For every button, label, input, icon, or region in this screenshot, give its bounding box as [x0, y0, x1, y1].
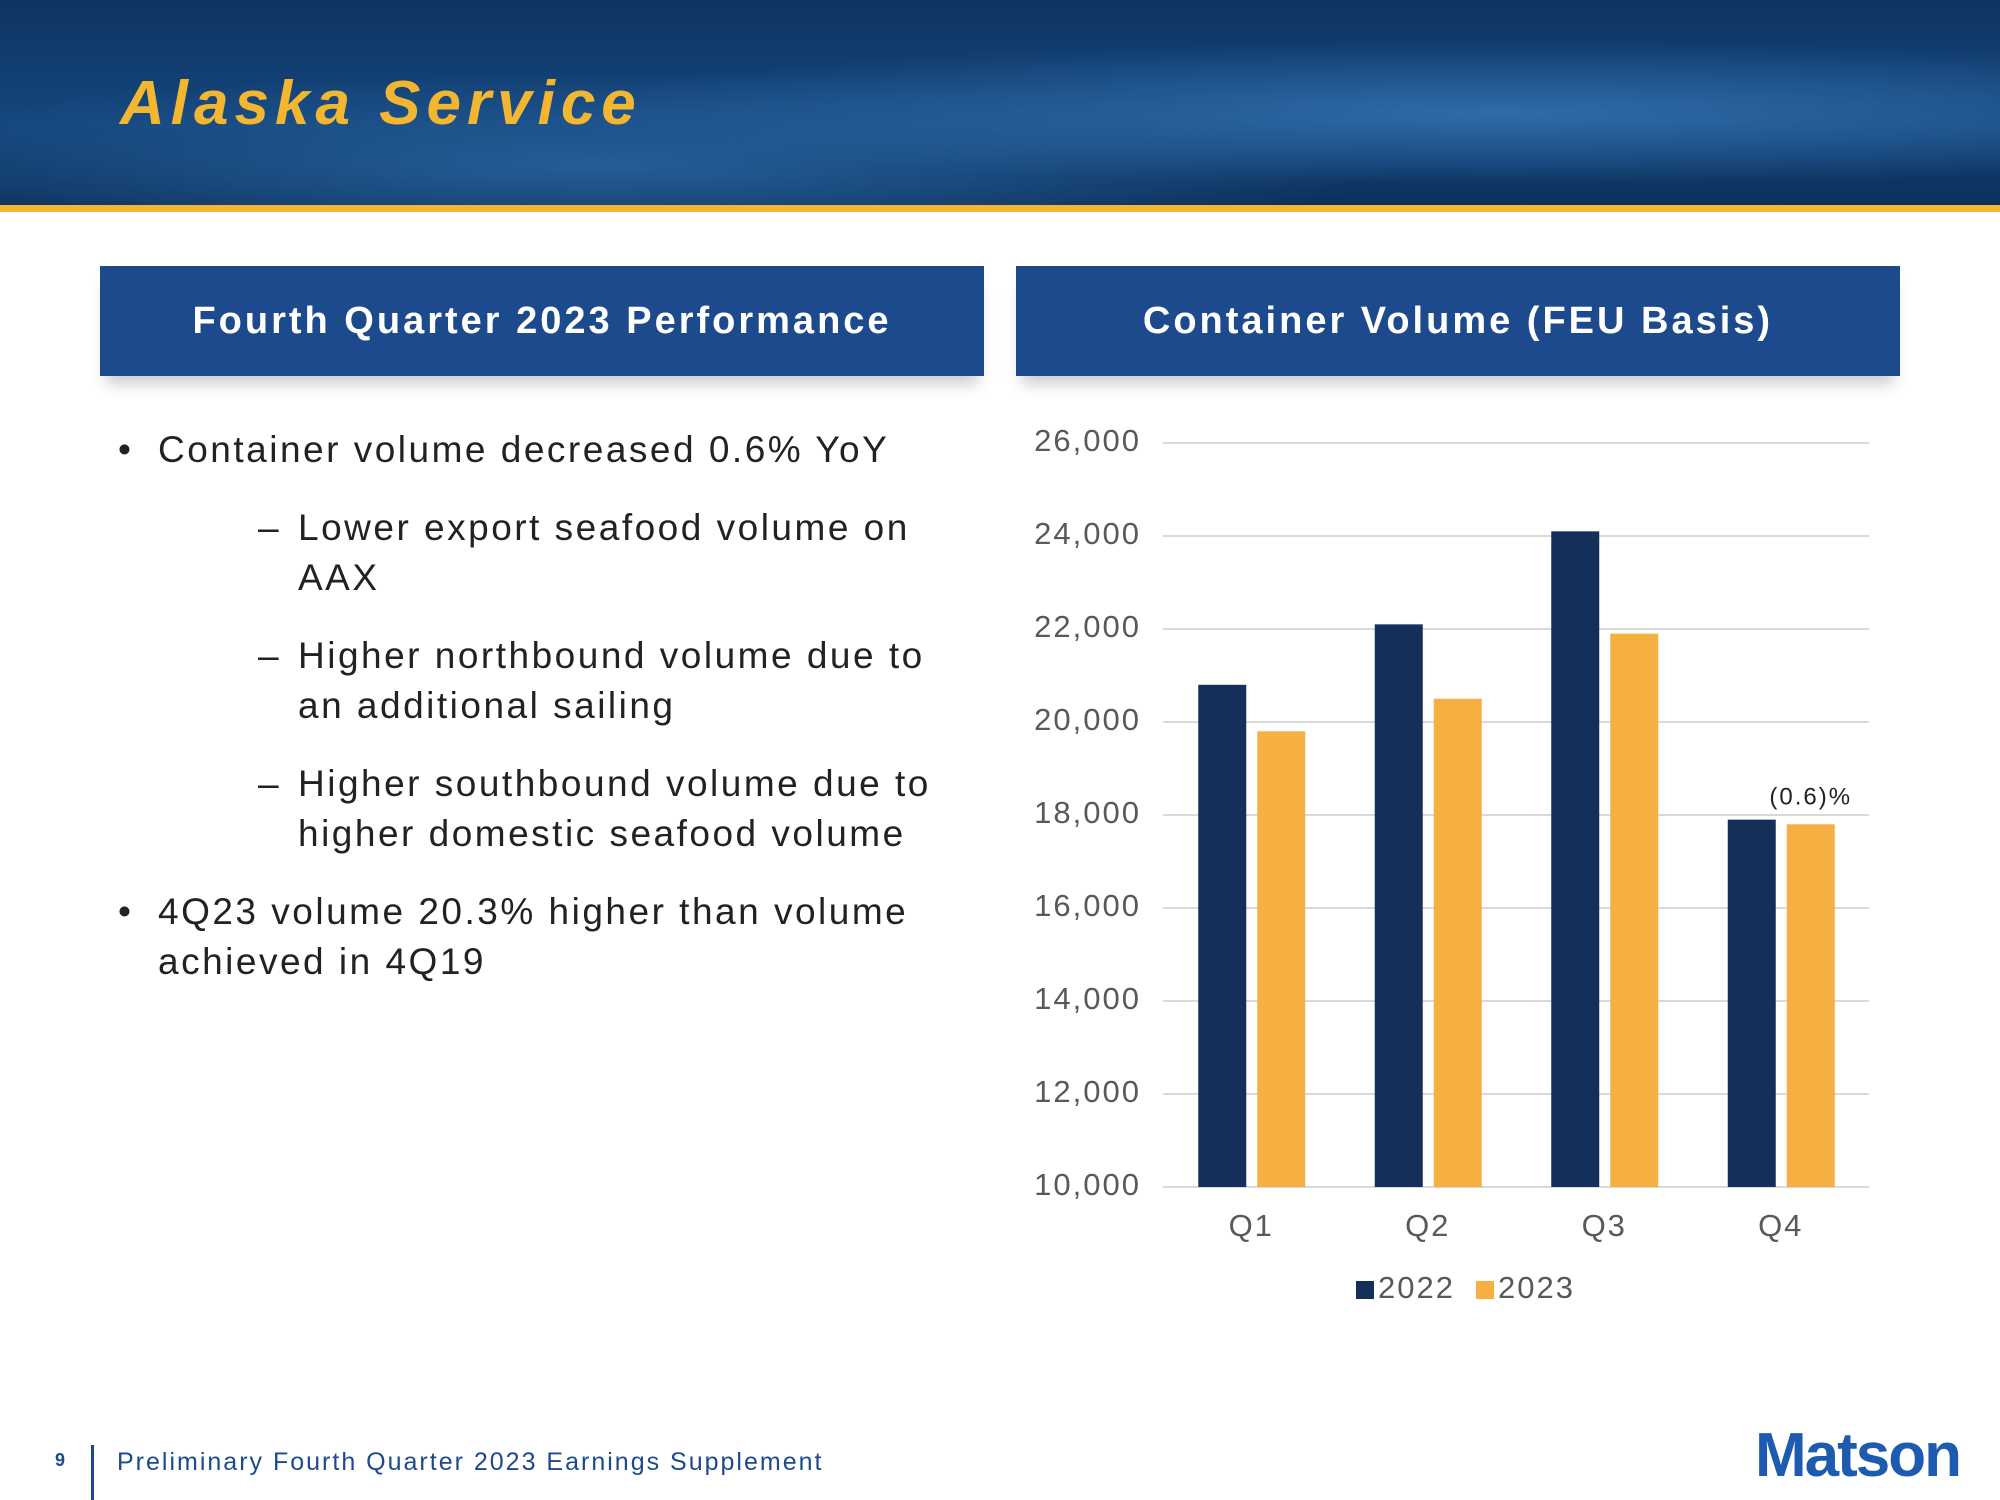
y-tick-label: 20,000	[1034, 702, 1141, 737]
bar	[1551, 531, 1600, 1187]
x-tick-label: Q2	[1405, 1208, 1450, 1243]
page-number: 9	[55, 1450, 66, 1470]
bar	[1786, 824, 1835, 1187]
chart: 10,000 12,000 14,000 16,000 18,000 20,000 22,0…	[1034, 423, 1869, 1305]
y-tick-label: 18,000	[1034, 795, 1141, 830]
bullet: 4Q23 volume 20.3% higher than volume ach…	[118, 887, 938, 987]
legend-swatch	[1476, 1281, 1494, 1299]
bullet-text: Container volume decreased 0.6% YoY	[158, 429, 890, 470]
footer-divider	[91, 1445, 94, 1500]
bullet-list: Container volume decreased 0.6% YoY Lowe…	[118, 425, 978, 1015]
bar	[1198, 684, 1247, 1187]
bar	[1610, 633, 1659, 1187]
legend-label: 2023	[1498, 1270, 1575, 1305]
bar	[1727, 819, 1776, 1187]
bullet: Container volume decreased 0.6% YoY Lowe…	[118, 425, 978, 859]
y-tick-label: 12,000	[1034, 1074, 1141, 1109]
sub-bullet: Higher southbound volume due to higher d…	[158, 759, 978, 859]
panel-header: Container Volume (FEU Basis)	[1016, 266, 1900, 376]
bar	[1257, 731, 1306, 1187]
y-tick-label: 22,000	[1034, 609, 1141, 644]
bullet-text: 4Q23 volume 20.3% higher than volume ach…	[158, 891, 909, 982]
x-tick-label: Q3	[1582, 1208, 1627, 1243]
annotation: (0.6)%	[1769, 784, 1852, 811]
y-tick-label: 26,000	[1034, 423, 1141, 458]
slide-title: Alaska Service	[120, 69, 642, 138]
bar	[1433, 698, 1482, 1187]
y-tick-label: 14,000	[1034, 981, 1141, 1016]
y-tick-label: 16,000	[1034, 888, 1141, 923]
bar	[1374, 624, 1423, 1187]
legend-swatch	[1356, 1281, 1374, 1299]
y-tick-label: 24,000	[1034, 516, 1141, 551]
sub-bullet: Lower export seafood volume on AAX	[158, 503, 978, 603]
footer-text: Preliminary Fourth Quarter 2023 Earnings…	[117, 1448, 824, 1476]
y-tick-label: 10,000	[1034, 1167, 1141, 1202]
logo: Matson	[1755, 1421, 1962, 1490]
panel-header: Fourth Quarter 2023 Performance	[100, 266, 984, 376]
legend-label: 2022	[1378, 1270, 1455, 1305]
header-band	[0, 0, 2000, 212]
x-tick-label: Q4	[1758, 1208, 1803, 1243]
x-tick-label: Q1	[1229, 1208, 1274, 1243]
sub-bullet: Higher northbound volume due to an addit…	[158, 631, 978, 731]
